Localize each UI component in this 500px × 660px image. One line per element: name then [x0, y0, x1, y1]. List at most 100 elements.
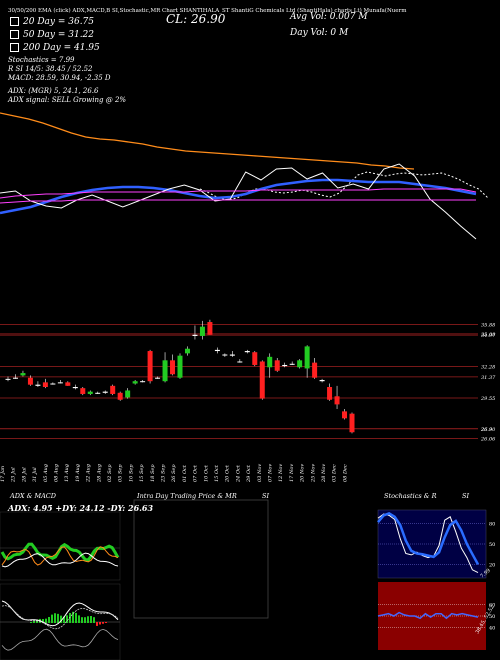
candle-body	[214, 349, 220, 352]
date-tick-label: 07 Oct	[193, 464, 199, 482]
candle-body	[155, 377, 161, 379]
ema-layer	[0, 112, 489, 240]
candle	[214, 347, 220, 354]
candle	[349, 412, 355, 434]
candle	[312, 358, 318, 379]
date-tick-label: 08 Dec	[342, 464, 348, 482]
macd-line	[1, 600, 119, 627]
date-tick-label: 03 Nov	[257, 464, 263, 482]
candle-body	[12, 377, 18, 379]
date-tick-label: 13 Aug	[64, 464, 70, 482]
stoch-tick-label: 50	[489, 542, 495, 548]
candle	[222, 353, 228, 357]
stochastics-readout: Stochastics = 7.99	[8, 56, 75, 64]
candle	[252, 351, 258, 367]
macd-histogram-bar	[57, 613, 59, 623]
candle-body	[184, 348, 190, 354]
date-tick-label: 31 Jul	[32, 467, 38, 482]
candle	[192, 325, 198, 340]
candle	[5, 376, 11, 382]
date-tick-label: 17 Jan	[0, 466, 6, 482]
candle	[319, 378, 325, 383]
candle-body	[57, 382, 63, 384]
legend-ema20[interactable]: 20 Day = 36.75	[10, 17, 94, 27]
candle	[65, 381, 71, 386]
macd-histogram-bar	[87, 616, 89, 623]
candle	[259, 360, 265, 400]
price-label: 26.9	[480, 427, 493, 433]
candle-body	[27, 377, 33, 385]
macd-histogram-bar	[81, 617, 83, 623]
candle-body	[192, 334, 198, 336]
date-tick-label: 28 Jul	[21, 467, 27, 483]
date-tick-label: 02 Sep	[107, 464, 113, 482]
macd-histogram-bar	[60, 615, 62, 623]
macd-signal-line	[1, 605, 119, 630]
macd-histogram-bar	[105, 622, 107, 623]
date-tick-label: 25 Nov	[310, 464, 316, 483]
candle-body	[125, 390, 131, 398]
candle-body	[95, 392, 101, 394]
candle	[42, 378, 48, 389]
candle-body	[140, 381, 146, 383]
date-tick-label: 22 Aug	[86, 464, 92, 483]
candle	[304, 345, 310, 378]
macd-histogram-bar	[51, 614, 53, 623]
candle-body	[319, 380, 325, 382]
candle	[229, 351, 235, 357]
macd-histogram-bar	[96, 622, 98, 626]
date-tick-label: 20 Oct	[225, 464, 231, 483]
macd-histogram-bar	[72, 611, 74, 623]
candle-body	[132, 381, 138, 384]
macd-histogram-bar	[69, 613, 71, 623]
candle-body	[297, 360, 303, 368]
candle-body	[199, 326, 205, 336]
candle	[72, 384, 78, 390]
candle-body	[80, 388, 86, 394]
ema-series-lower-band	[0, 199, 476, 204]
candle	[117, 391, 123, 401]
candle	[184, 346, 190, 356]
date-tick-label: 10 Sep	[128, 464, 134, 482]
legend-ema200[interactable]: 200 Day = 41.95	[10, 43, 100, 53]
macd-histogram-bar	[30, 622, 32, 623]
date-tick-label: 28 Aug	[96, 464, 102, 483]
candle-body	[170, 360, 176, 375]
rsi-readout: R SI 14/5: 38.45 / 52.52	[8, 65, 93, 73]
date-tick-label: 23 Jul	[11, 467, 17, 483]
candle	[289, 361, 295, 365]
ema-series-upper-band	[0, 188, 477, 199]
candle-body	[259, 361, 265, 399]
candle-body	[117, 392, 123, 400]
date-tick-label: 26 Sep	[171, 464, 177, 483]
intraday-title-right: SI	[262, 492, 270, 500]
legend-ema200-checkbox[interactable]	[10, 43, 19, 52]
candle-body	[274, 360, 280, 371]
macd-histogram-bar	[45, 618, 47, 623]
candle-body	[244, 351, 250, 353]
candle	[199, 320, 205, 340]
candle-body	[177, 355, 183, 378]
date-tick-label: 28 Nov	[321, 464, 327, 483]
legend-ema20-checkbox[interactable]	[10, 17, 19, 26]
candle	[27, 375, 33, 386]
candle-body	[102, 391, 108, 393]
candle	[244, 349, 250, 354]
macd-histogram-bar	[84, 617, 86, 623]
date-axis: 17 Jan 23 Jul 28 Jul 31 Jul 05 Aug 08 Aug 13 A…	[0, 464, 348, 483]
macd-histogram-bar	[42, 619, 44, 623]
stoch-series-slow	[377, 512, 480, 566]
legend-ema50[interactable]: 50 Day = 31.22	[10, 30, 94, 40]
legend-ema50-label: 50 Day = 31.22	[23, 30, 95, 40]
stoch-end-label: 7.99	[479, 568, 491, 580]
price-label: 26.06	[480, 437, 496, 443]
legend-ema50-checkbox[interactable]	[10, 30, 19, 39]
candle-body	[110, 385, 116, 394]
candle	[87, 390, 93, 396]
intraday-panel	[133, 499, 269, 619]
candle	[297, 359, 303, 369]
macd-histogram-bar	[33, 620, 35, 623]
date-tick-label: 15 Sep	[139, 464, 145, 482]
